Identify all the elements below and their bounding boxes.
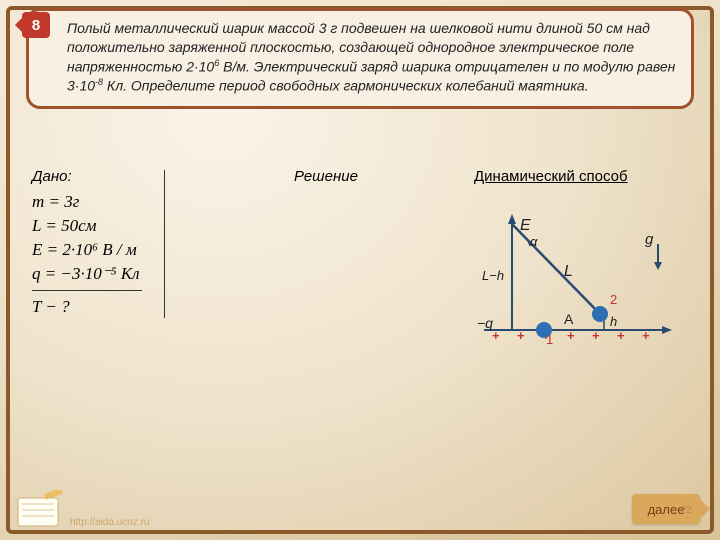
given-ask: T − ? [32, 295, 172, 319]
given-m: m = 3г [32, 190, 172, 214]
lbl-g: g [645, 231, 654, 248]
lbl-Lh: L−h [482, 268, 504, 283]
problem-box: Полый металлический шарик массой 3 г под… [26, 8, 694, 109]
problem-text-3: Кл. Определите период свободных гармонич… [103, 78, 589, 94]
notebook-icon [14, 490, 66, 530]
source-url: http://aida.ucoz.ru [70, 517, 150, 528]
solution-label: Решение [294, 168, 358, 185]
divider [32, 290, 142, 291]
svg-text:+: + [592, 328, 600, 343]
vertical-separator [164, 170, 165, 318]
lbl-2: 2 [610, 292, 617, 307]
lbl-h: h [610, 314, 617, 329]
given-E: E = 2·10⁶ В / м [32, 238, 172, 262]
exp-2: -8 [95, 77, 103, 87]
svg-text:+: + [617, 328, 625, 343]
given-q: q = −3·10⁻⁵ Кл [32, 262, 172, 286]
given-L: L = 50см [32, 214, 172, 238]
svg-text:+: + [567, 328, 575, 343]
lbl-minus-q: −q [477, 315, 493, 331]
problem-badge: 8 [22, 12, 50, 38]
lbl-A: A [564, 311, 574, 327]
lbl-E: E [520, 217, 531, 234]
given-block: m = 3г L = 50см E = 2·10⁶ В / м q = −3·1… [32, 190, 172, 319]
svg-text:+: + [517, 328, 525, 343]
lbl-alpha: α [530, 234, 538, 249]
lbl-L: L [564, 263, 573, 280]
diagram: + + + + + + + E α L L−h h −q A g 1 2 [472, 210, 682, 370]
lbl-1: 1 [546, 332, 553, 347]
page-number: 22 [681, 505, 692, 516]
dynamic-label: Динамический способ [474, 168, 628, 185]
svg-text:+: + [492, 328, 500, 343]
svg-text:+: + [642, 328, 650, 343]
